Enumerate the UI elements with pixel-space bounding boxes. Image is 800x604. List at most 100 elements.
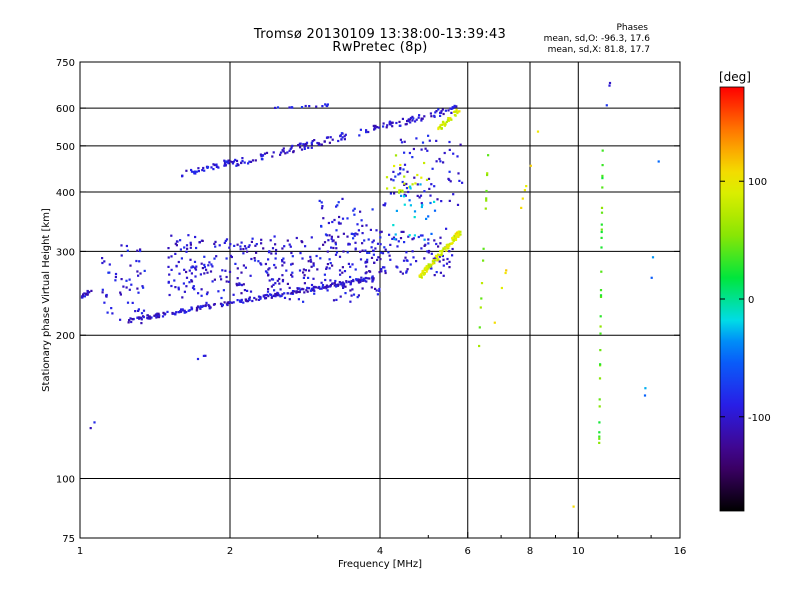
echo-point — [289, 147, 292, 150]
echo-point — [415, 118, 418, 121]
echo-point — [243, 289, 246, 292]
echo-point — [203, 263, 206, 266]
echo-point — [186, 247, 189, 250]
echo-point — [292, 150, 295, 153]
y-tick-label: 200 — [56, 331, 75, 342]
echo-point — [192, 265, 195, 269]
echo-point — [302, 143, 305, 146]
echo-point — [290, 251, 293, 255]
echo-point — [433, 239, 436, 242]
echo-point — [106, 311, 109, 314]
echo-point — [600, 246, 603, 249]
echo-point — [598, 437, 601, 440]
echo-point — [431, 262, 434, 265]
echo-point — [131, 318, 134, 321]
echo-point — [293, 290, 296, 293]
echo-point — [385, 126, 388, 129]
echo-point — [177, 286, 180, 289]
echo-point — [291, 262, 294, 265]
echo-point — [405, 271, 408, 274]
echo-point — [240, 300, 243, 303]
echo-point — [376, 258, 379, 261]
echo-point — [272, 283, 275, 286]
echo-point — [128, 278, 131, 281]
echo-point — [356, 223, 359, 226]
echo-point — [485, 199, 488, 202]
echo-point — [437, 245, 440, 248]
echo-point — [203, 272, 206, 275]
echo-point — [217, 290, 220, 293]
echo-point — [218, 244, 221, 247]
echo-point — [288, 298, 291, 301]
echo-point — [322, 286, 325, 289]
echo-point — [315, 254, 318, 258]
echo-point — [598, 421, 601, 424]
echo-point — [420, 148, 423, 151]
echo-point — [453, 113, 456, 117]
echo-point — [326, 250, 329, 253]
echo-point — [394, 175, 397, 178]
echo-point — [435, 242, 438, 246]
echo-point — [379, 231, 382, 234]
echo-point — [85, 292, 88, 295]
echo-point — [226, 303, 229, 307]
echo-point — [86, 293, 89, 296]
echo-point — [394, 154, 398, 157]
echo-point — [303, 144, 306, 147]
echo-point — [310, 141, 313, 144]
echo-point — [336, 204, 339, 207]
echo-point — [242, 252, 245, 255]
echo-point — [179, 248, 182, 251]
echo-point — [225, 160, 228, 163]
echo-point — [436, 253, 440, 256]
echo-point — [208, 305, 211, 308]
echo-point — [179, 239, 182, 242]
echo-point — [197, 170, 200, 173]
echo-point — [140, 318, 143, 321]
echo-point — [598, 405, 601, 408]
echo-point — [484, 207, 487, 210]
echo-point — [456, 203, 460, 206]
echo-point — [418, 274, 421, 277]
echo-point — [440, 200, 443, 203]
echo-point — [255, 298, 258, 301]
echo-point — [456, 111, 459, 115]
echo-point — [199, 307, 202, 310]
echo-point — [448, 170, 451, 173]
echo-point — [212, 163, 215, 166]
echo-point — [411, 156, 414, 159]
echo-point — [290, 146, 293, 149]
echo-point — [360, 276, 363, 279]
echo-point — [302, 271, 305, 274]
echo-point — [137, 308, 140, 311]
echo-point — [321, 105, 324, 108]
echo-point — [194, 172, 197, 175]
echo-point — [383, 204, 386, 207]
echo-point — [320, 225, 323, 228]
chart-subtitle: RwPretec (8p) — [332, 40, 428, 55]
echo-point — [601, 149, 604, 152]
echo-point — [395, 209, 398, 212]
echo-point — [416, 194, 419, 197]
echo-point — [377, 126, 380, 129]
echo-point — [251, 237, 254, 240]
echo-point — [485, 197, 488, 200]
echo-point — [401, 272, 404, 275]
echo-point — [455, 232, 458, 235]
echo-point — [440, 127, 443, 130]
echo-point — [403, 203, 406, 206]
echo-point — [126, 249, 129, 252]
echo-point — [342, 286, 345, 289]
echo-point — [318, 247, 321, 250]
echo-point — [120, 254, 123, 257]
echo-point — [321, 284, 325, 287]
echo-point — [397, 240, 400, 243]
echo-point — [286, 239, 289, 242]
echo-point — [425, 217, 428, 220]
echo-point — [291, 144, 294, 147]
echo-point — [225, 257, 228, 260]
echo-point — [126, 301, 130, 304]
echo-point — [408, 199, 411, 202]
echo-point — [409, 118, 412, 121]
echo-point — [142, 316, 145, 319]
